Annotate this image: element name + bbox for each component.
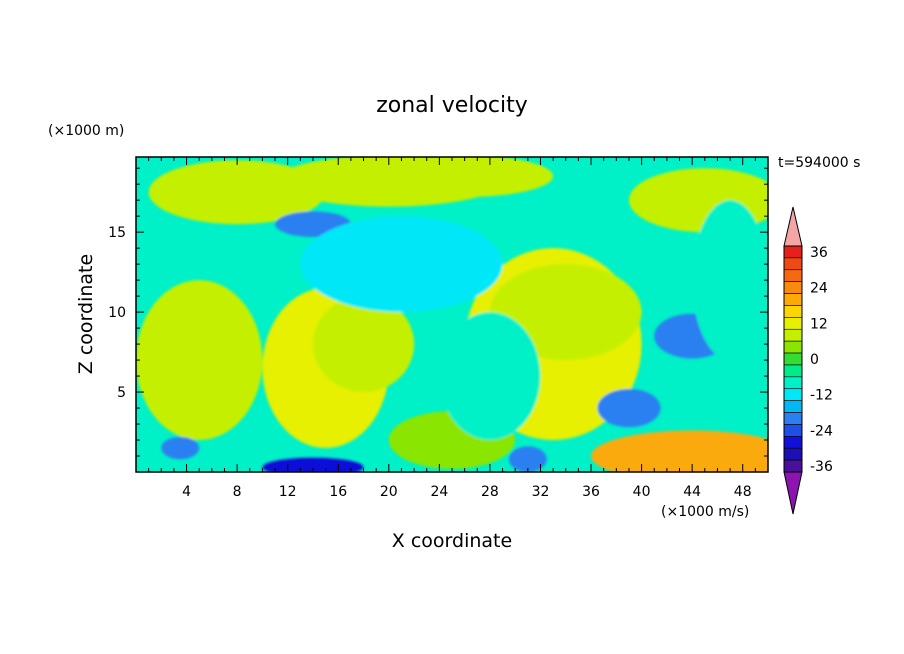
field-feature [439,312,541,441]
time-label: t=594000 s [778,155,860,171]
x-tick-label: 12 [279,484,297,500]
x-tick-label: 44 [683,484,701,500]
x-tick-label: 8 [233,484,242,500]
colorbar-level [783,352,803,366]
colorbar-level [783,293,803,306]
field-feature [262,457,364,472]
field-feature [376,157,554,197]
x-tick-label: 40 [633,484,651,500]
x-tick-label: 24 [430,484,448,500]
colorbar-tick-label: 36 [810,245,828,261]
colorbar-frame [783,245,803,473]
colorbar-tick-label: -24 [810,423,833,439]
colorbar-level [783,269,803,282]
y-tick-label: 5 [117,385,126,401]
x-tick-label: 4 [182,484,191,500]
colorbar-level [783,340,803,354]
colorbar-under-triangle [783,471,803,515]
field-feature [161,436,200,460]
x-tick-label: 48 [734,484,752,500]
colorbar-tick-label: 0 [810,352,819,368]
colorbar-level [783,281,803,294]
x-unit-label: (×1000 m/s) [661,504,749,520]
colorbar-level [783,459,803,473]
colorbar-over-triangle [783,206,803,247]
field-features [136,157,768,472]
colorbar-tick-label: -12 [810,388,833,404]
field-feature [597,388,661,428]
x-tick-label: 16 [329,484,347,500]
colorbar-level [783,447,803,461]
colorbar-level [783,436,803,449]
field-feature [136,280,263,441]
colorbar-level [783,245,803,259]
field-feature [692,200,768,361]
colorbar: 36 24 12 0 -12 -24 -36 [783,206,833,515]
contour-field [136,157,768,472]
x-axis-title: X coordinate [392,530,512,552]
x-axis: 4 8 12 16 20 24 28 32 36 40 44 48 [148,157,756,500]
y-tick-label: 10 [108,305,126,321]
colorbar-level [783,388,803,401]
y-axis-title: Z coordinate [75,254,97,374]
x-tick-label: 36 [582,484,600,500]
field-feature [312,296,415,393]
colorbar-tick-label: -36 [810,459,833,475]
colorbar-level [783,305,803,318]
y-tick-label: 15 [108,225,126,241]
colorbar-tick-label: 24 [810,281,828,297]
y-unit-label: (×1000 m) [48,123,124,139]
colorbar-tick-label: 12 [810,316,828,332]
chart-title: zonal velocity [376,93,528,118]
colorbar-level [783,364,803,378]
colorbar-level [783,317,803,330]
x-tick-label: 20 [380,484,398,500]
colorbar-level [783,257,803,271]
field-feature [300,216,503,313]
x-tick-label: 28 [481,484,499,500]
x-tick-label: 32 [532,484,550,500]
field-feature [508,446,547,472]
colorbar-level [783,424,803,437]
y-axis: 5 10 15 [108,167,768,457]
field-feature [591,430,768,472]
colorbar-level [783,328,803,342]
colorbar-level [783,412,803,425]
colorbar-level [783,400,803,413]
colorbar-level [783,376,803,390]
